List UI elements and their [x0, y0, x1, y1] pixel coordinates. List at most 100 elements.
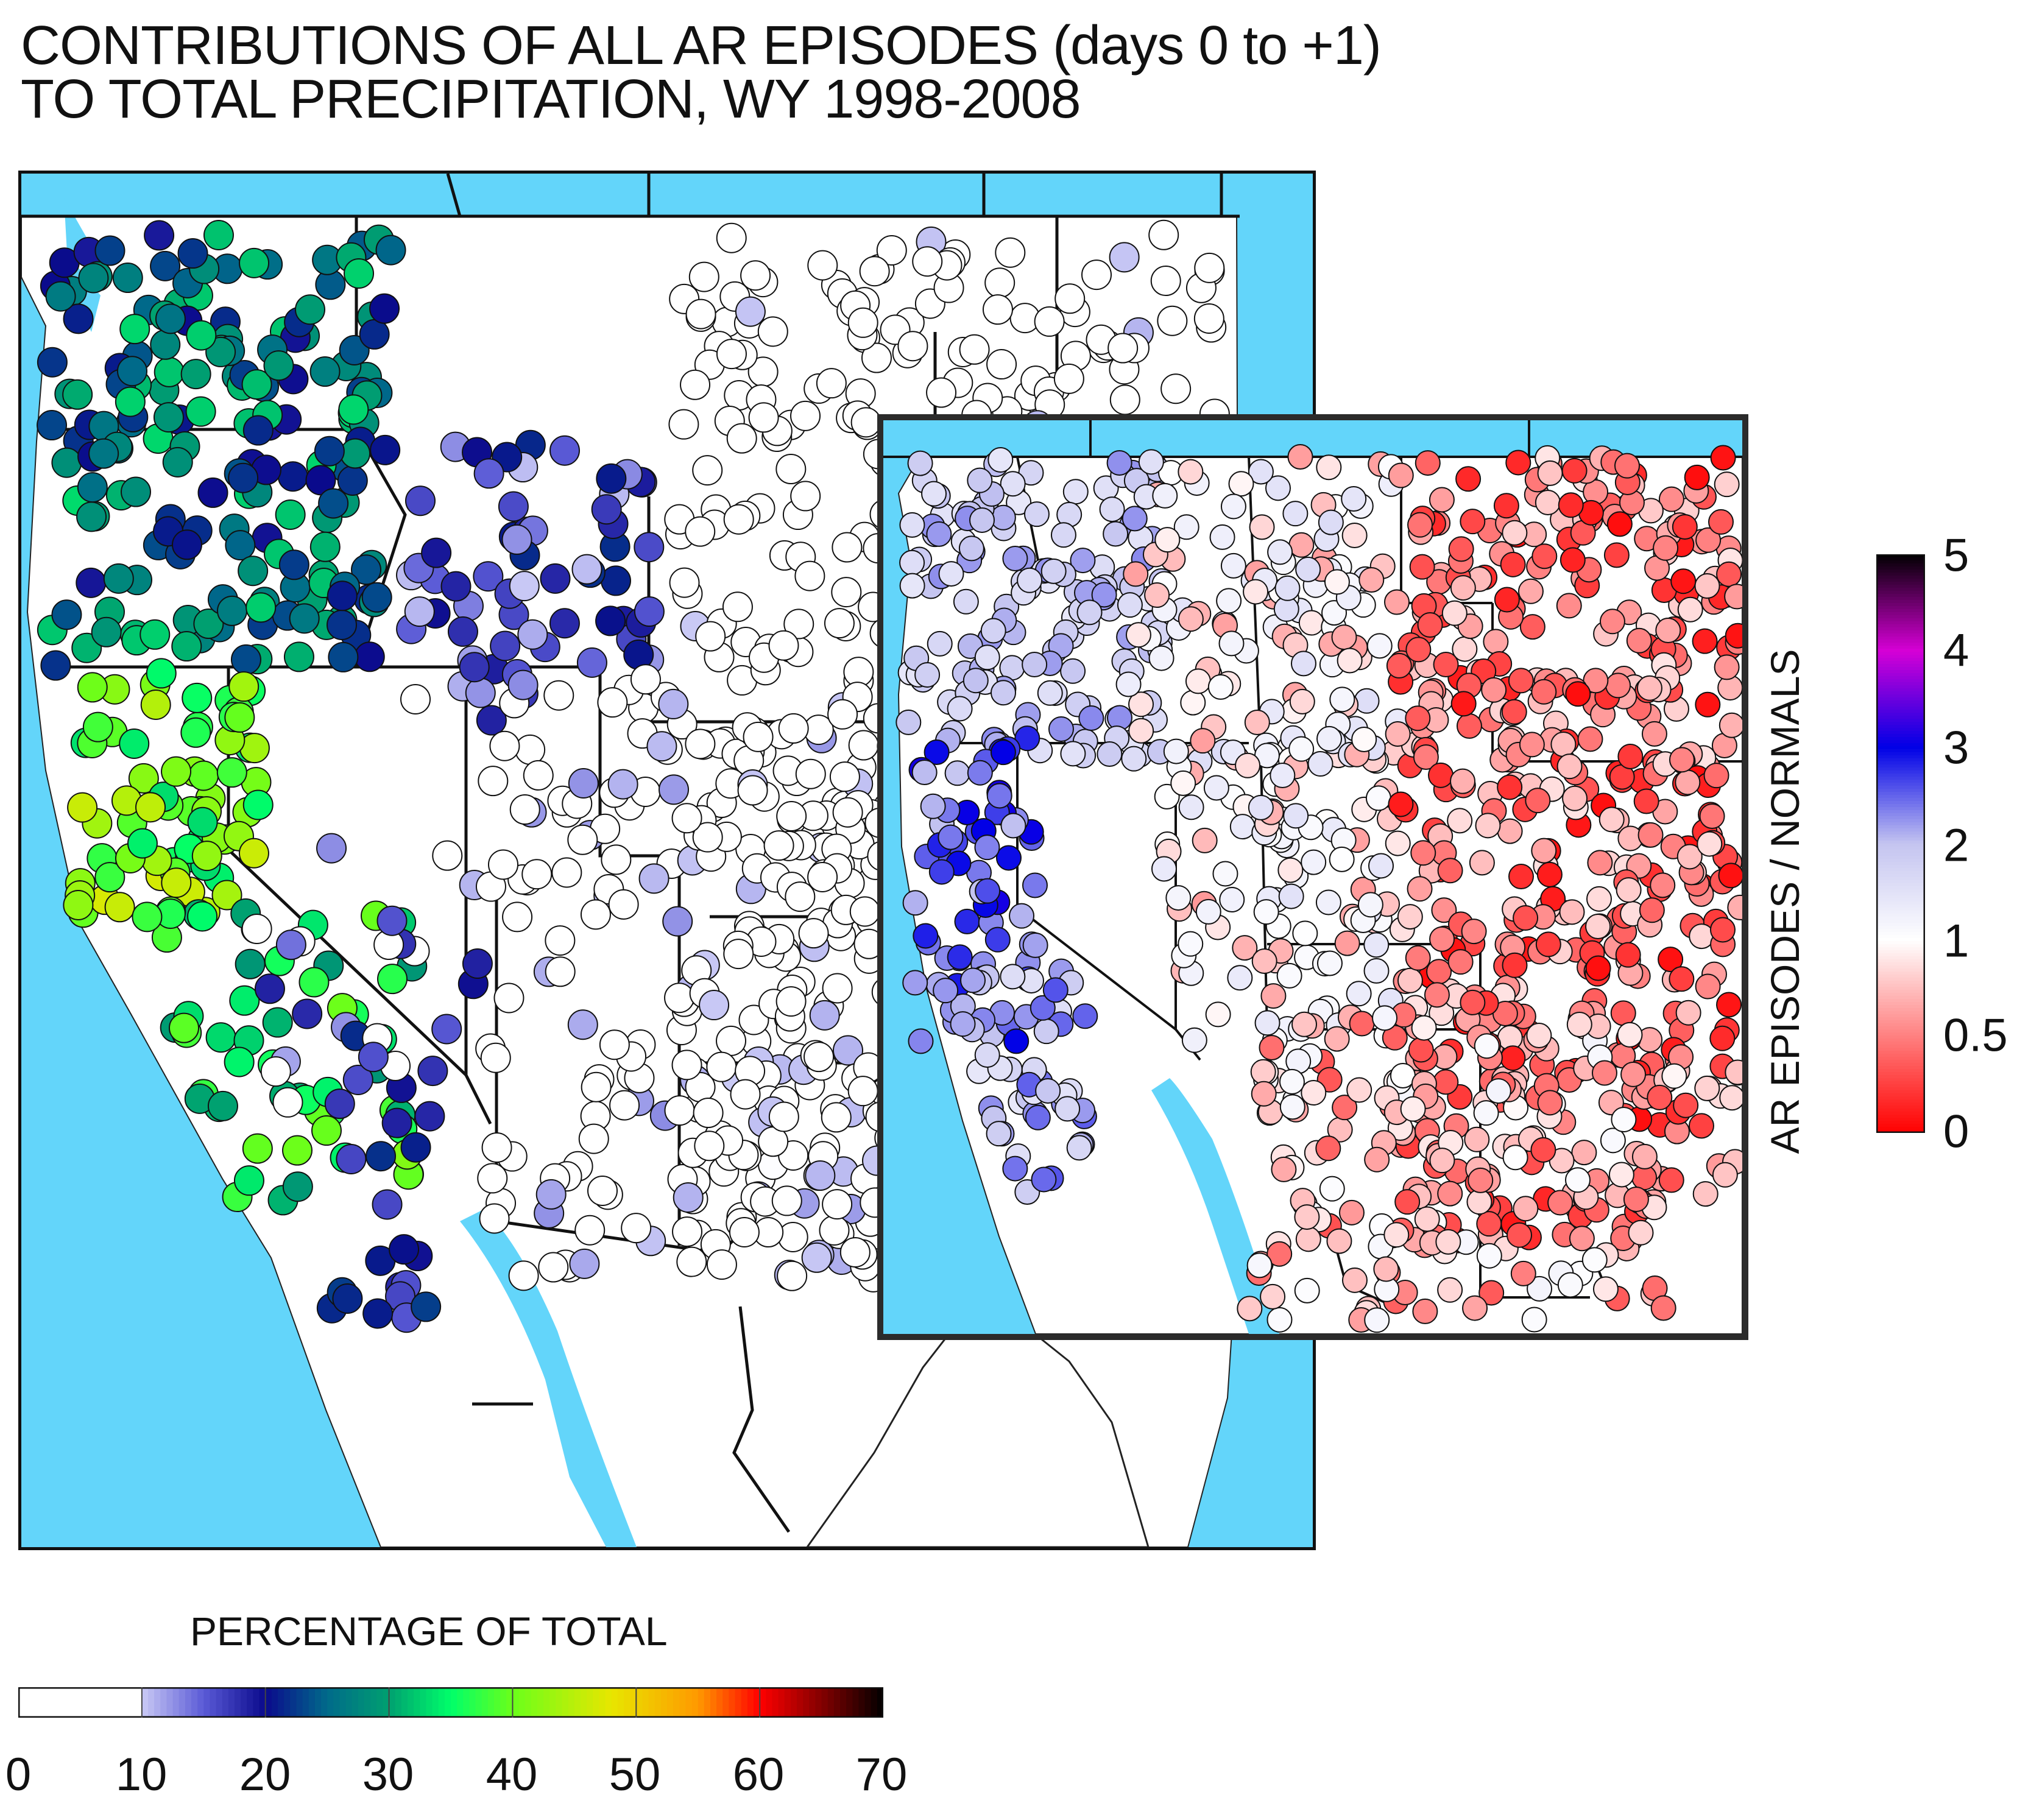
ratio-station-149 — [1040, 558, 1067, 584]
ratio-tick-0: 0 — [1943, 1106, 1969, 1158]
ratio-station-234 — [1000, 964, 1026, 990]
pct-station-869 — [664, 982, 695, 1014]
pct-bar-cell-76 — [487, 1687, 495, 1718]
pct-station-250 — [67, 792, 98, 823]
ratio-bar-cell-59 — [1876, 734, 1925, 738]
pct-station-377 — [473, 458, 504, 489]
ratio-station-951 — [1497, 774, 1523, 800]
pct-station-1120 — [694, 1130, 725, 1162]
ratio-station-987 — [1676, 844, 1703, 870]
ratio-station-774 — [1658, 486, 1684, 512]
pct-station-246 — [224, 702, 255, 733]
ratio-station-505 — [1710, 445, 1736, 471]
ratio-bar-cell-25 — [1876, 630, 1925, 634]
ratio-station-1109 — [1468, 1167, 1494, 1193]
ratio-bar-cell-105 — [1876, 874, 1925, 878]
pct-station-1017 — [685, 298, 716, 330]
ratio-station-978 — [1606, 511, 1633, 537]
ratio-station-899 — [1410, 840, 1436, 866]
pct-station-144 — [171, 631, 202, 662]
pct-station-304 — [207, 1090, 238, 1121]
ratio-station-909 — [1407, 876, 1433, 902]
pct-bar-cell-75 — [481, 1687, 489, 1718]
pct-bar-cell-40 — [265, 1687, 272, 1718]
pct-station-600 — [578, 1123, 609, 1154]
pct-station-244 — [104, 892, 135, 923]
ratio-bar-cell-161 — [1876, 1045, 1925, 1048]
ratio-bar-cell-42 — [1876, 682, 1925, 686]
pct-station-906 — [850, 407, 881, 438]
pct-bar-cell-98 — [624, 1687, 631, 1718]
pct-bar-cell-38 — [253, 1687, 260, 1718]
inset-map-panel — [877, 414, 1748, 1340]
ratio-station-187 — [911, 760, 938, 786]
ratio-station-938 — [1531, 543, 1558, 570]
ratio-station-340 — [1209, 524, 1235, 550]
ratio-station-339 — [1173, 514, 1199, 540]
ratio-station-78 — [953, 588, 979, 615]
ratio-bar-cell-143 — [1876, 990, 1925, 993]
ratio-station-198 — [986, 783, 1012, 809]
ratio-station-1138 — [1414, 1206, 1440, 1232]
ratio-bar-cell-149 — [1876, 1008, 1925, 1012]
ratio-bar-cell-182 — [1876, 1109, 1925, 1112]
pct-station-500 — [481, 1132, 512, 1163]
ratio-station-483 — [1368, 853, 1394, 879]
pct-station-957 — [680, 369, 711, 400]
pct-station-62 — [295, 294, 326, 325]
ratio-station-88 — [914, 661, 941, 688]
ratio-bar-cell-63 — [1876, 746, 1925, 750]
ratio-station-143 — [958, 535, 984, 562]
ratio-station-815 — [1519, 614, 1545, 640]
pct-station-1081 — [748, 402, 779, 433]
pct-station-248 — [187, 806, 218, 838]
ratio-bar-cell-123 — [1876, 929, 1925, 933]
ratio-station-1085 — [1437, 1180, 1463, 1207]
pct-station-837 — [1157, 305, 1188, 336]
ratio-station-1069 — [1408, 1037, 1434, 1063]
pct-station-28 — [63, 303, 94, 334]
pct-station-161 — [225, 530, 256, 561]
ratio-station-1173 — [1537, 1090, 1563, 1116]
pct-bar-cell-25 — [172, 1687, 180, 1718]
pct-bar-cell-62 — [401, 1687, 408, 1718]
pct-bar-cell-129 — [815, 1687, 822, 1718]
ratio-station-919 — [1450, 691, 1477, 717]
pct-bar-cell-64 — [414, 1687, 420, 1718]
ratio-bar-cell-158 — [1876, 1035, 1925, 1039]
ratio-station-344 — [1218, 630, 1245, 657]
percentage-tick-40: 40 — [486, 1749, 538, 1801]
pct-station-362 — [600, 565, 631, 596]
pct-station-1100 — [816, 368, 847, 399]
pct-station-330 — [336, 1143, 367, 1174]
ratio-station-270 — [1216, 588, 1242, 614]
pct-station-385 — [501, 524, 532, 555]
pct-bar-cell-74 — [475, 1687, 482, 1718]
ratio-station-1023 — [1669, 747, 1695, 773]
pct-bar-cell-42 — [278, 1687, 284, 1718]
ratio-station-1112 — [1260, 1283, 1286, 1310]
ratio-bar-cell-107 — [1876, 880, 1925, 884]
pct-station-0 — [37, 410, 68, 441]
ratio-bar-cell-36 — [1876, 664, 1925, 668]
ratio-station-1011 — [1585, 955, 1611, 981]
ratio-bar-cell-162 — [1876, 1048, 1925, 1051]
ratio-station-100 — [1106, 450, 1132, 476]
ratio-station-23 — [927, 630, 953, 657]
ratio-bar-cell-88 — [1876, 822, 1925, 826]
pct-bar-cell-58 — [376, 1687, 384, 1718]
pct-station-237 — [180, 717, 211, 748]
pct-station-65 — [117, 356, 148, 387]
ratio-station-332 — [1318, 509, 1344, 535]
ratio-station-1079 — [1566, 1011, 1592, 1037]
pct-bar-cell-136 — [858, 1687, 866, 1718]
pct-station-241 — [135, 792, 166, 823]
ratio-station-1165 — [1291, 1011, 1318, 1037]
ratio-station-945 — [1670, 568, 1697, 594]
ratio-station-816 — [1692, 628, 1718, 654]
pct-bar-cell-103 — [654, 1687, 662, 1718]
pct-bar-cell-77 — [494, 1687, 501, 1718]
ratio-station-459 — [1251, 948, 1277, 975]
pct-station-89 — [205, 336, 236, 367]
pct-bar-cell-118 — [747, 1687, 754, 1718]
